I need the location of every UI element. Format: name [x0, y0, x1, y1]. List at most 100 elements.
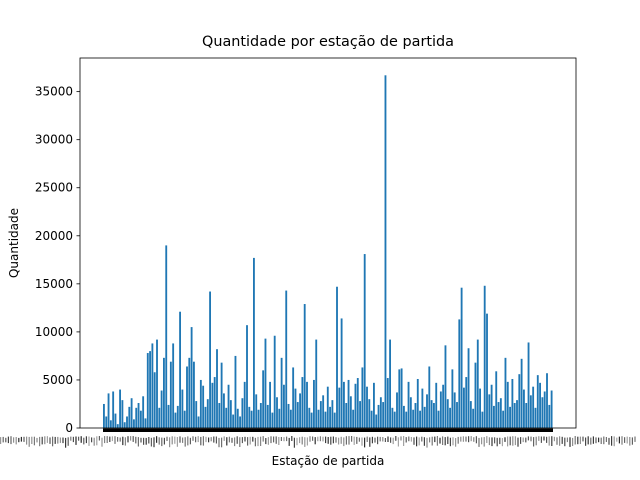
x-tick-label-glyph: [499, 437, 501, 445]
bar: [506, 381, 509, 428]
x-tick-label-glyph: [512, 436, 514, 446]
bar: [264, 338, 267, 428]
x-tick-label-glyph: [132, 436, 134, 442]
bar: [269, 381, 271, 428]
bar: [412, 409, 415, 428]
bar: [435, 382, 438, 428]
bar: [361, 367, 364, 428]
x-tick-label-glyph: [603, 436, 605, 445]
x-tick-label-glyph: [486, 436, 488, 443]
bar: [437, 410, 440, 428]
x-tick-label-glyph: [234, 437, 236, 447]
bar: [481, 411, 484, 428]
x-tick-label-glyph: [202, 436, 204, 446]
bar: [149, 351, 151, 428]
x-tick-label-glyph: [353, 436, 355, 445]
x-tick-label-glyph: [423, 437, 425, 446]
bar: [529, 395, 532, 428]
bar: [303, 304, 306, 428]
bar: [271, 412, 274, 428]
x-tick-label-glyph: [104, 436, 106, 444]
x-tick-label-glyph: [551, 436, 553, 446]
x-tick-label-glyph: [429, 437, 431, 443]
x-tick-label-glyph: [140, 437, 142, 443]
x-tick-label-glyph: [83, 437, 85, 445]
x-tick-label-glyph: [501, 438, 503, 447]
x-tick-label-glyph: [618, 436, 620, 444]
bar: [527, 342, 530, 428]
x-tick-label-glyph: [600, 437, 602, 444]
x-tick-label-glyph: [634, 436, 636, 442]
x-tick-label-glyph: [44, 436, 46, 445]
x-tick-label-glyph: [439, 437, 441, 444]
x-tick-label-glyph: [546, 436, 548, 443]
x-tick-label-glyph: [52, 436, 54, 447]
bar: [186, 366, 188, 428]
bar: [243, 381, 246, 428]
x-tick-label-glyph: [413, 437, 415, 445]
x-tick-label-glyph: [174, 436, 176, 444]
x-tick-label-glyph: [377, 436, 379, 445]
bar: [167, 404, 170, 428]
x-tick-label-glyph: [267, 437, 269, 445]
bar: [306, 381, 308, 428]
x-tick-label-glyph: [96, 436, 98, 446]
x-tick-label-glyph: [442, 436, 444, 445]
bar: [176, 405, 179, 428]
bar: [310, 412, 313, 428]
bar: [266, 404, 269, 428]
x-tick-label-glyph: [163, 437, 165, 445]
bar: [359, 401, 361, 428]
bar: [444, 345, 447, 428]
y-tick-label: 15000: [35, 277, 73, 291]
bar: [523, 389, 525, 428]
bar: [153, 372, 156, 428]
bar: [386, 378, 389, 428]
x-tick-label-glyph: [106, 436, 108, 443]
x-tick-label-glyph: [405, 437, 407, 443]
x-tick-label-glyph: [208, 437, 210, 443]
bar: [234, 355, 237, 428]
bar: [301, 377, 304, 428]
bar: [232, 414, 235, 428]
x-tick-label-glyph: [137, 437, 139, 447]
x-tick-label-glyph: [343, 437, 345, 447]
bar: [197, 416, 200, 428]
x-tick-label-glyph: [468, 436, 470, 443]
bar: [229, 400, 232, 428]
x-tick-label-glyph: [332, 436, 334, 444]
x-tick-label-glyph: [75, 436, 77, 445]
x-tick-label-glyph: [540, 436, 542, 443]
bar: [414, 403, 417, 428]
bar: [451, 369, 454, 428]
bar: [375, 414, 378, 428]
x-tick-label-glyph: [309, 436, 311, 442]
x-tick-label-glyph: [247, 437, 249, 446]
x-tick-label-glyph: [338, 437, 340, 445]
bar: [384, 75, 387, 429]
x-tick-label-glyph: [626, 436, 628, 444]
x-tick-label-glyph: [36, 437, 38, 443]
bar: [133, 419, 135, 428]
y-tick-label: 20000: [35, 229, 73, 243]
bar: [142, 396, 145, 428]
x-tick-label-glyph: [192, 436, 194, 441]
bar: [259, 403, 262, 428]
x-tick-label-glyph: [314, 437, 316, 445]
bar: [121, 400, 124, 428]
x-tick-label-glyph: [293, 437, 295, 448]
x-tick-label-glyph: [18, 437, 20, 443]
bar: [236, 408, 239, 428]
bar: [349, 396, 352, 428]
x-tick-label-glyph: [574, 436, 576, 445]
bar: [474, 362, 477, 428]
bar: [368, 399, 371, 428]
x-tick-label-glyph: [421, 436, 423, 442]
x-tick-label-glyph: [67, 437, 69, 446]
bar: [216, 349, 218, 428]
bar: [483, 285, 486, 428]
bar: [225, 407, 228, 428]
x-tick-label-glyph: [65, 437, 67, 448]
bar: [352, 409, 355, 428]
bar: [139, 410, 142, 428]
